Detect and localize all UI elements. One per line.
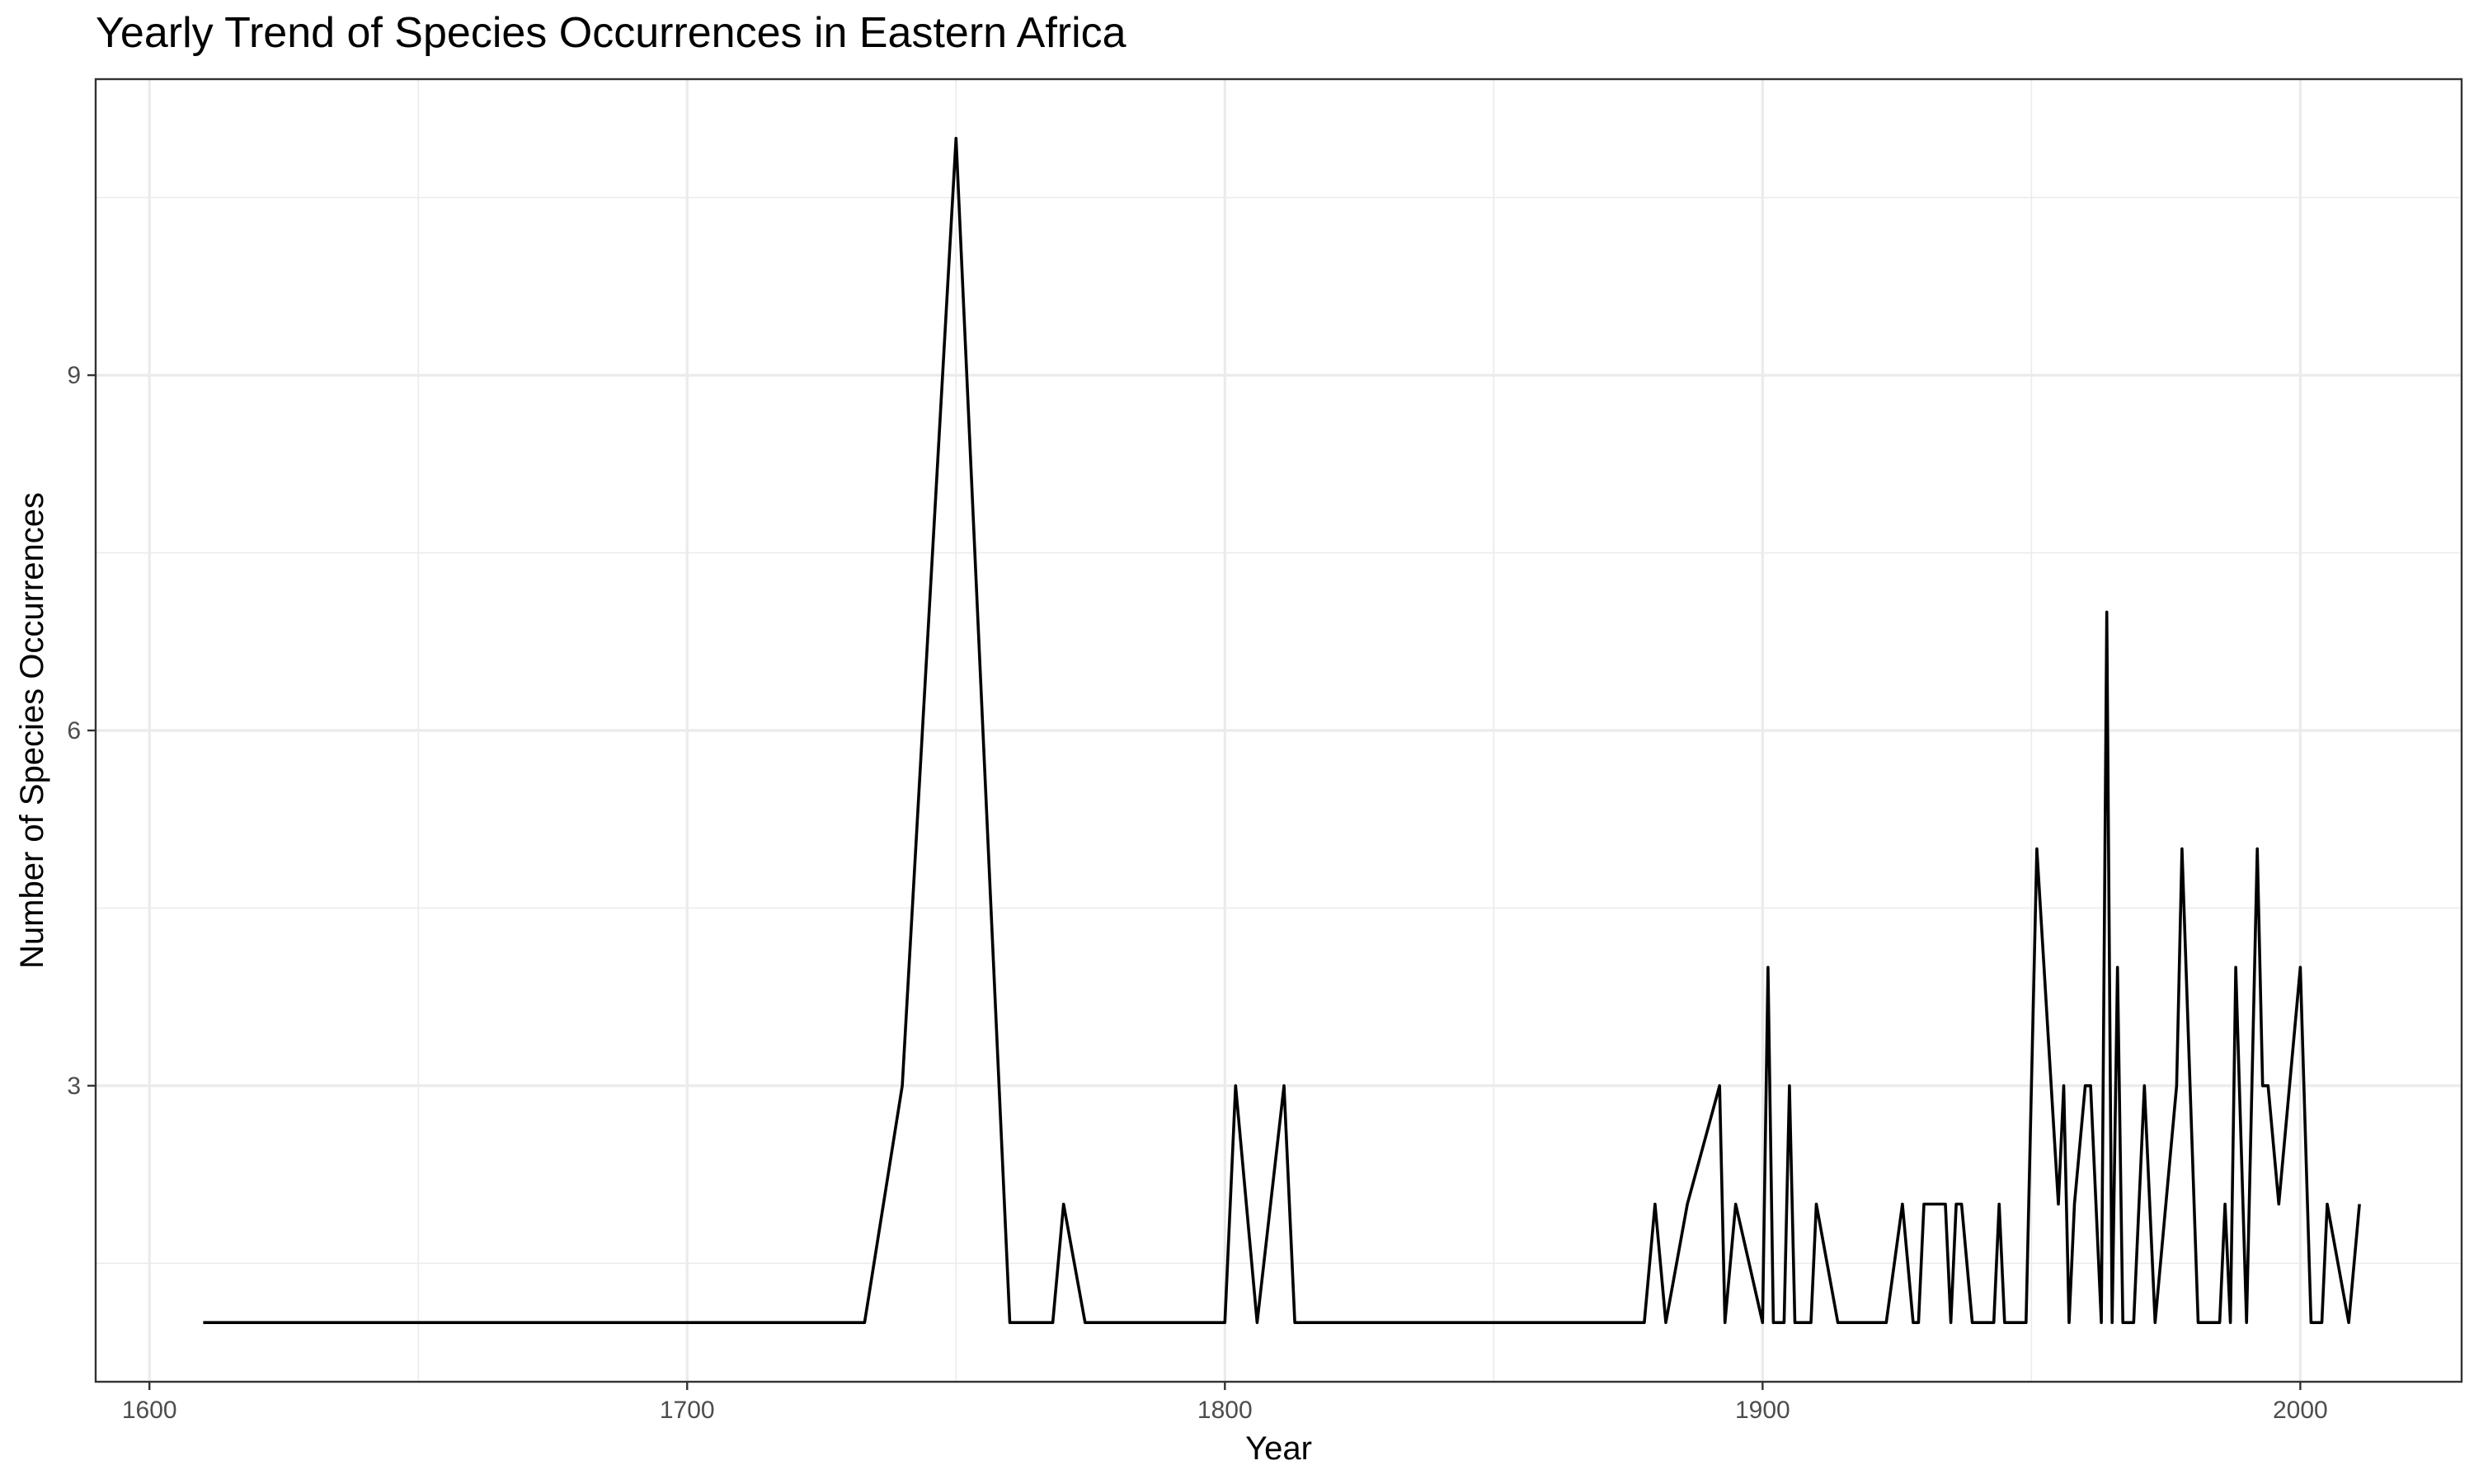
grid-lines bbox=[96, 79, 2462, 1382]
chart-title: Yearly Trend of Species Occurrences in E… bbox=[96, 9, 1126, 57]
y-tick-label: 9 bbox=[67, 362, 81, 389]
x-tick-label: 1700 bbox=[660, 1397, 715, 1424]
x-tick-label: 1600 bbox=[122, 1397, 177, 1424]
y-axis-title: Number of Species Occurrences bbox=[14, 492, 50, 969]
x-tick-label: 1900 bbox=[1735, 1397, 1790, 1424]
series-line-0 bbox=[203, 137, 2361, 1324]
x-tick-label: 2000 bbox=[2273, 1397, 2328, 1424]
x-tick-label: 1800 bbox=[1197, 1397, 1253, 1424]
x-axis-title: Year bbox=[1245, 1430, 1312, 1467]
series-layer bbox=[203, 137, 2361, 1324]
y-tick-label: 6 bbox=[67, 717, 81, 744]
y-tick-label: 3 bbox=[67, 1073, 81, 1100]
axes: 1600 1700 1800 1900 2000 3 6 9 bbox=[67, 77, 2463, 1424]
